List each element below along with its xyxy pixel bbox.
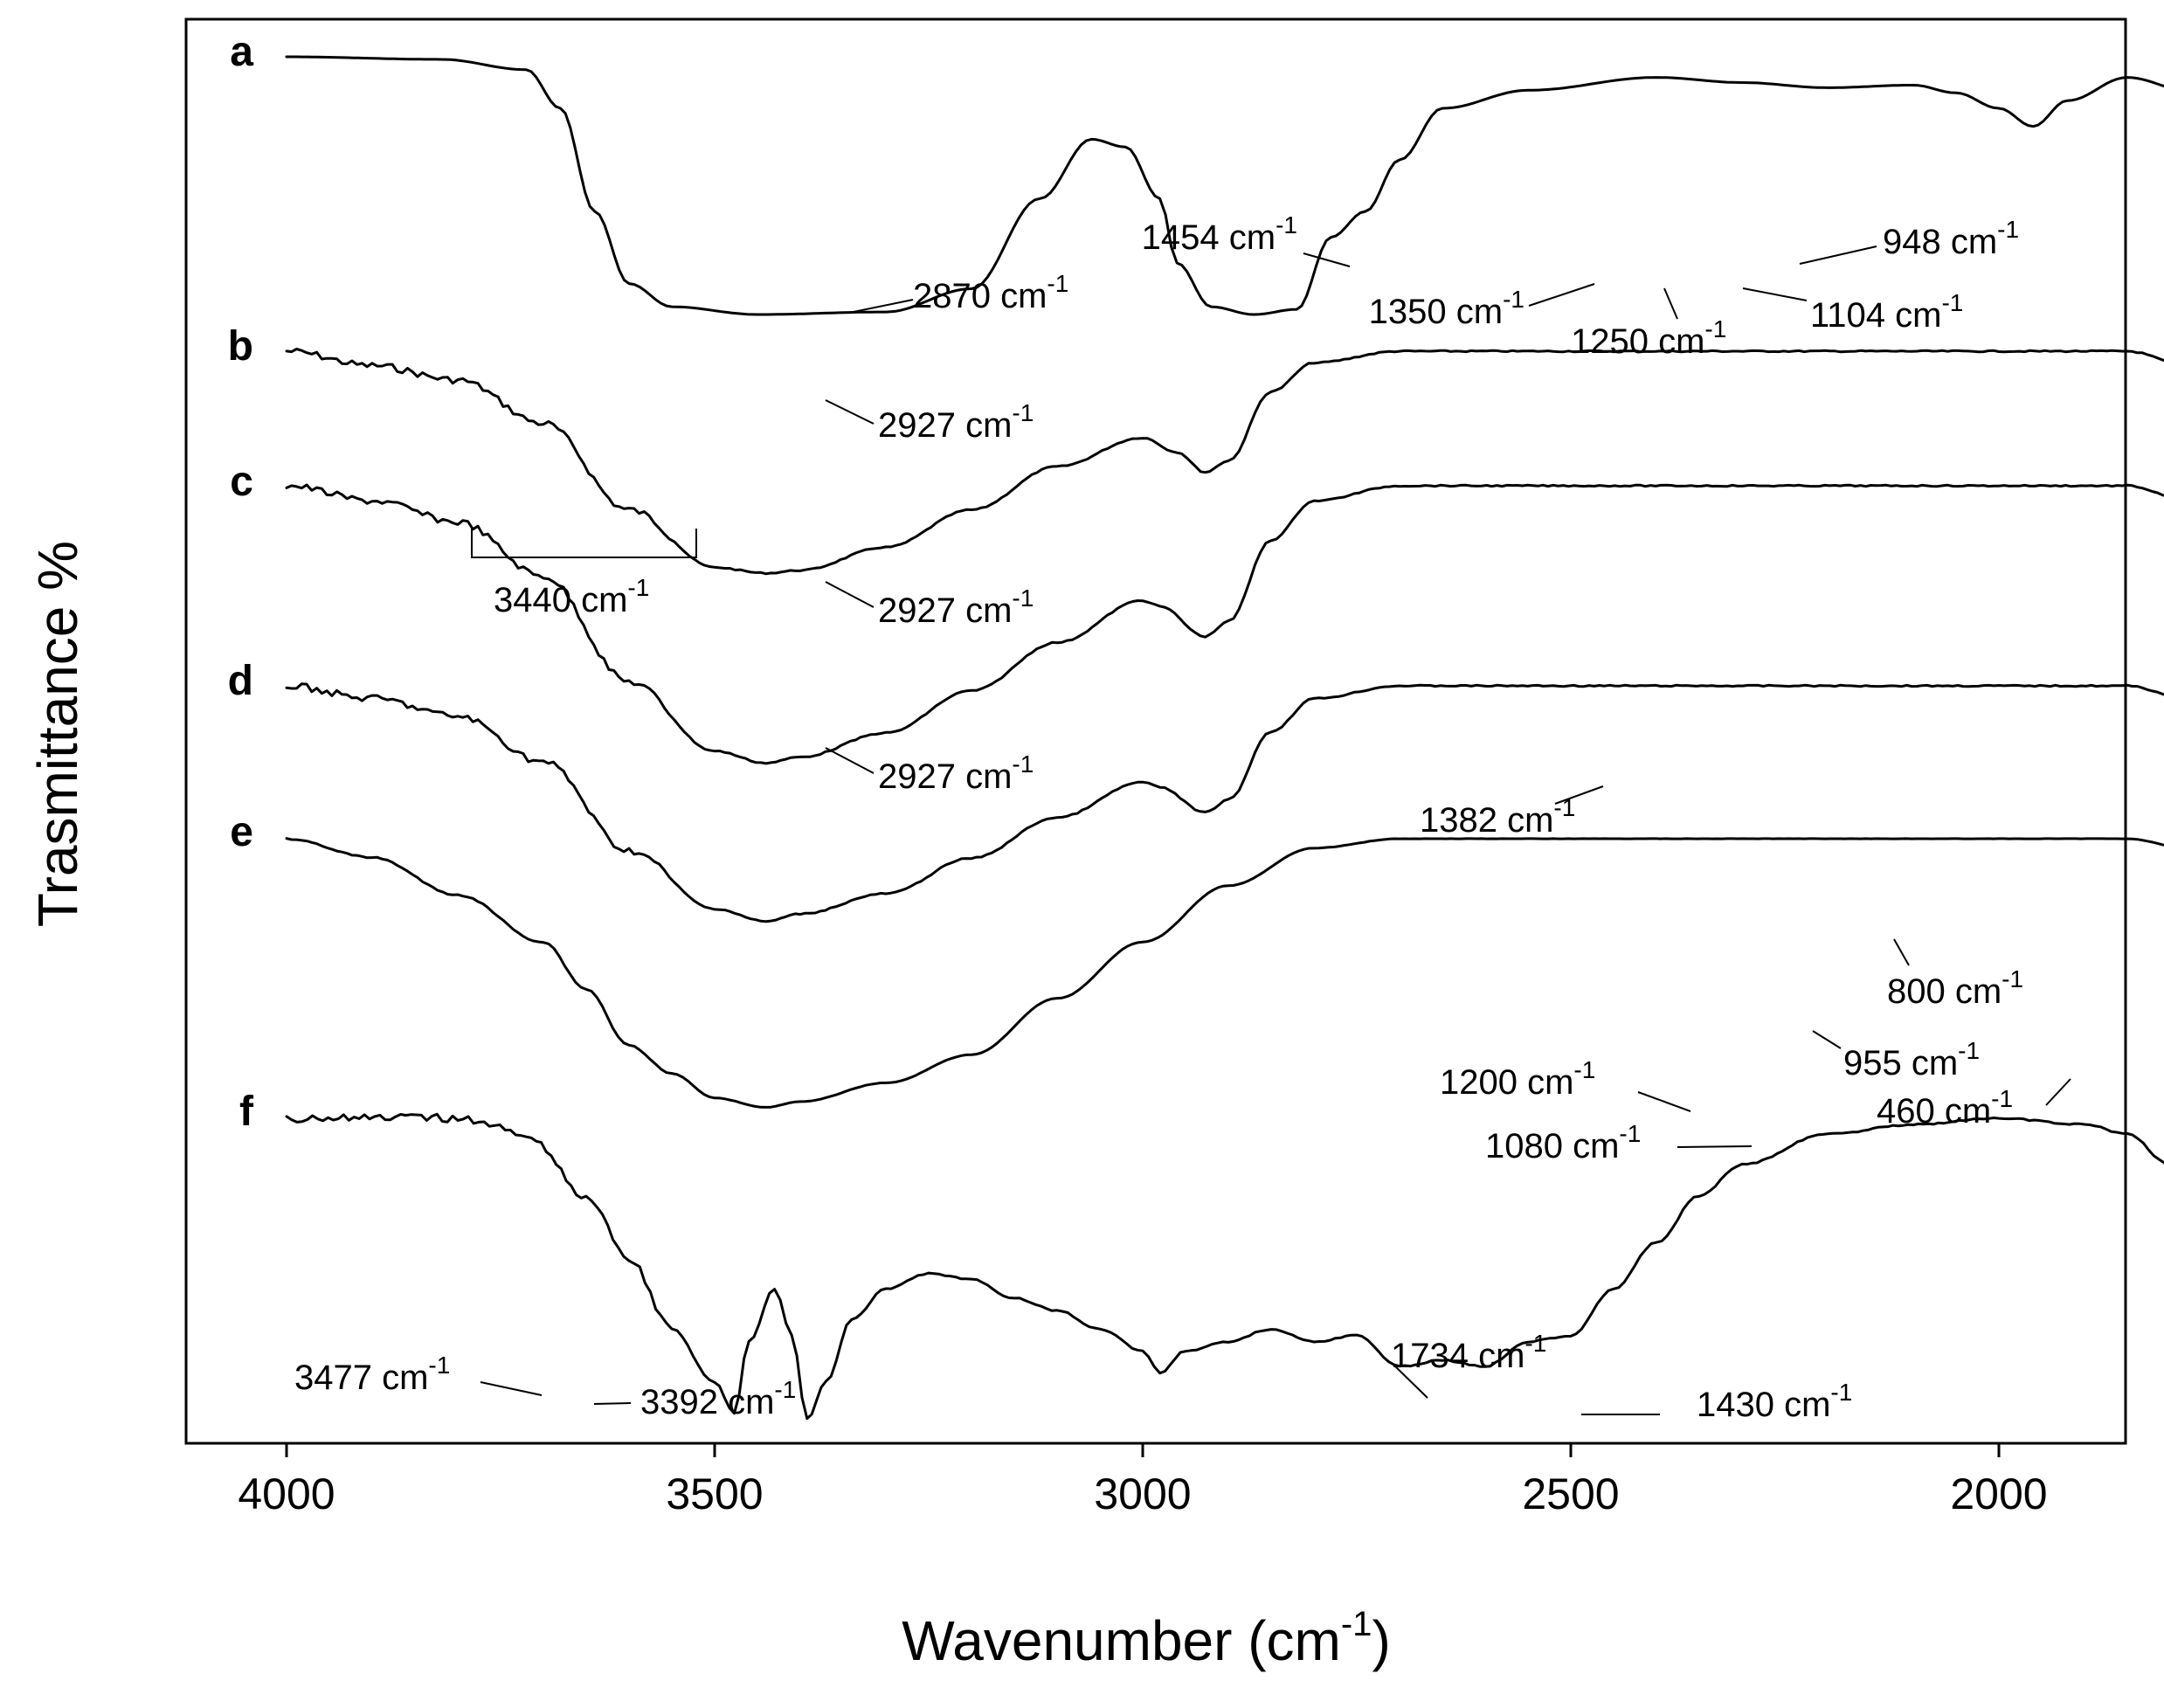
annotation-f-3392: 3392 cm-1 (640, 1376, 796, 1421)
leader-e-955 (1812, 1030, 1842, 1049)
annotation-d-1382: 1382 cm-1 (1420, 794, 1575, 840)
annotation-c-2927: 2927 cm-1 (878, 584, 1034, 630)
leader-e-1200 (1637, 1091, 1691, 1112)
annotation-f-1734: 1734 cm-1 (1391, 1330, 1546, 1375)
curve-label-a: a (230, 29, 253, 75)
spectrum-d (285, 682, 2164, 923)
x-axis-label: Wavenumber (cm-1) (902, 1605, 1391, 1672)
leader-a-948 (1799, 245, 1877, 265)
leader-a-2870 (848, 299, 914, 314)
curve-labels: a b c d e f (228, 29, 254, 1135)
curve-label-f: f (239, 1089, 254, 1135)
annotation-a-2870: 2870 cm-1 (913, 270, 1068, 315)
x-tick-label-3500: 3500 (666, 1469, 763, 1518)
spectrum-f (285, 1112, 2164, 1421)
leader-d-2927 (825, 747, 875, 774)
leader-a-1250 (1663, 287, 1678, 320)
annotation-bc-3440: 3440 cm-1 (494, 574, 649, 619)
annotation-e-800: 800 cm-1 (1887, 965, 2023, 1011)
leader-f-3477 (480, 1381, 543, 1396)
x-tick-label-2500: 2500 (1522, 1469, 1619, 1518)
annotation-a-1454: 1454 cm-1 (1142, 211, 1297, 257)
spectra-group (285, 55, 2164, 1421)
x-tick-label-2000: 2000 (1950, 1469, 2047, 1518)
spectrum-e (285, 837, 2164, 1109)
annotation-f-3477: 3477 cm-1 (294, 1352, 450, 1397)
annotation-f-1430: 1430 cm-1 (1697, 1379, 1852, 1424)
annotation-d-2927: 2927 cm-1 (878, 750, 1034, 796)
spectrum-c (285, 483, 2164, 765)
leader-d-1382 (1554, 785, 1604, 805)
annotation-a-1350: 1350 cm-1 (1369, 286, 1524, 331)
x-tick-label-3000: 3000 (1094, 1469, 1191, 1518)
annotation-e-1080: 1080 cm-1 (1485, 1120, 1641, 1165)
annotation-leaders (471, 245, 2071, 1415)
x-tick-label-4000: 4000 (238, 1469, 335, 1518)
curve-label-d: d (228, 658, 253, 704)
leader-c-2927 (825, 581, 875, 608)
annotation-a-948: 948 cm-1 (1883, 216, 2019, 261)
spectrum-a (285, 55, 2164, 316)
annotation-a-1104: 1104 cm-1 (1810, 289, 1963, 335)
leader-f-1734 (1393, 1364, 1428, 1399)
annotation-e-955: 955 cm-1 (1843, 1037, 1980, 1082)
curve-label-e: e (230, 809, 253, 855)
leader-e-460 (2045, 1078, 2071, 1106)
leader-e-800 (1893, 938, 1910, 966)
y-axis-label: Trasmittance % (26, 541, 89, 927)
plot-frame (184, 17, 2127, 1445)
annotation-e-1200: 1200 cm-1 (1440, 1056, 1595, 1102)
curve-label-c: c (230, 459, 253, 505)
leader-f-3392 (593, 1402, 632, 1405)
leader-a-1350 (1528, 283, 1595, 307)
leader-b-2927 (825, 399, 875, 425)
spectrum-b (285, 348, 2164, 576)
leader-e-1080 (1677, 1145, 1753, 1148)
curve-label-b: b (228, 323, 253, 370)
annotation-e-460: 460 cm-1 (1877, 1085, 2013, 1131)
x-axis-ticks: 4000350030002500200015001000500 (238, 1443, 2048, 1518)
annotation-a-1250: 1250 cm-1 (1571, 315, 1726, 361)
annotation-b-2927: 2927 cm-1 (878, 399, 1034, 445)
leader-a-1104 (1742, 287, 1808, 301)
leader-a-1454 (1303, 252, 1351, 267)
bracket-3440 (471, 529, 697, 558)
annotations-group: 2870 cm-1 1454 cm-1 1350 cm-1 1250 cm-1 1104… (294, 211, 2023, 1424)
